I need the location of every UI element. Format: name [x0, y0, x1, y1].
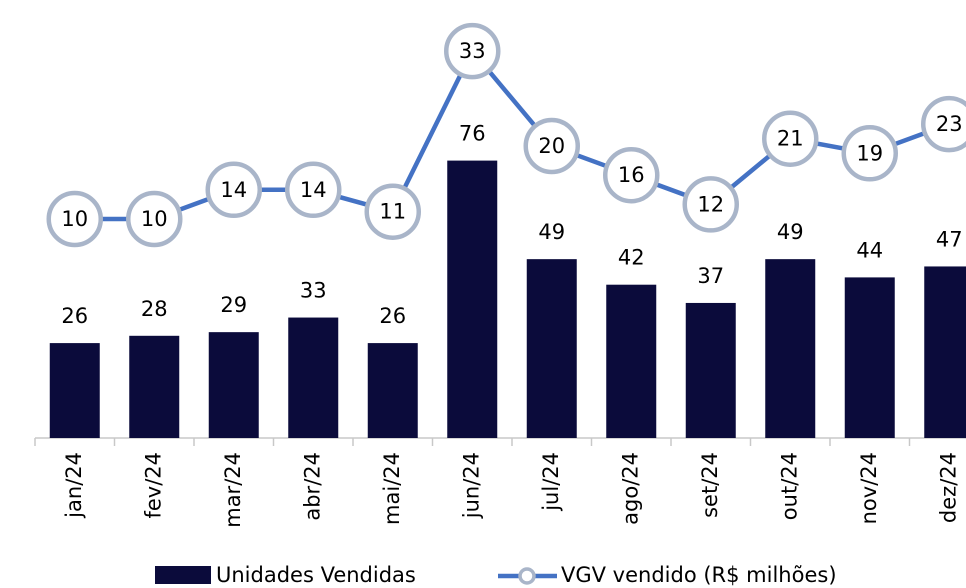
bar-value-label: 76: [459, 122, 486, 146]
bar: [367, 343, 418, 438]
bar: [685, 302, 736, 438]
bar-value-label: 26: [379, 304, 406, 328]
bar-value-label: 37: [697, 264, 724, 288]
bar-value-label: 47: [936, 227, 963, 251]
line-value-label: 20: [538, 134, 565, 158]
line-marker: [603, 146, 660, 204]
bar: [606, 284, 657, 438]
x-tick-label: fev/24: [141, 452, 165, 519]
line-marker: [285, 161, 342, 219]
line-marker: [762, 110, 819, 167]
line-marker: [46, 190, 103, 248]
line-value-label: 14: [300, 178, 327, 202]
bar: [208, 332, 259, 438]
line-marker: [921, 95, 966, 153]
x-tick-label: ago/24: [618, 452, 642, 525]
legend-label: VGV vendido (R$ milhões): [561, 563, 837, 587]
line-value-label: 11: [379, 200, 406, 224]
x-tick-label: mar/24: [221, 452, 245, 528]
bar-value-label: 28: [141, 297, 168, 321]
line-marker: [682, 176, 739, 233]
bar: [288, 317, 339, 438]
line-value-label: 16: [618, 163, 645, 187]
bar-value-label: 42: [618, 246, 645, 270]
legend-marker: [518, 567, 536, 585]
bar: [49, 343, 100, 438]
bar-value-label: 29: [220, 293, 247, 317]
line-value-label: 14: [220, 178, 247, 202]
line-value-label: 23: [936, 112, 963, 136]
bar: [924, 266, 966, 438]
bar-value-label: 49: [538, 220, 565, 244]
line-value-label: 10: [141, 207, 168, 231]
x-tick-label: abr/24: [300, 452, 324, 521]
bar: [447, 160, 498, 438]
bar-value-label: 44: [856, 238, 883, 262]
bar: [765, 259, 816, 438]
line-value-label: 33: [459, 39, 486, 63]
line-value-label: 10: [61, 207, 88, 231]
line-value-label: 19: [856, 141, 883, 165]
line-marker: [126, 190, 183, 248]
legend: Unidades Vendidas VGV vendido (R$ milhões…: [155, 563, 837, 587]
line-marker: [841, 125, 898, 182]
line-marker: [364, 183, 421, 240]
bar: [129, 335, 180, 438]
x-tick-label: dez/24: [936, 452, 960, 523]
legend-label: Unidades Vendidas: [216, 563, 416, 587]
legend-swatch: [155, 566, 211, 584]
line-marker: [523, 117, 580, 175]
bar-value-label: 26: [61, 304, 88, 328]
x-tick-label: jan/24: [62, 452, 86, 519]
bar: [526, 259, 577, 438]
line-marker: [205, 161, 262, 219]
x-tick-label: jul/24: [539, 452, 563, 512]
x-tick-label: jun/24: [459, 452, 483, 519]
line-value-label: 12: [697, 192, 724, 216]
line-marker: [444, 22, 501, 80]
x-tick-label: set/24: [698, 452, 722, 518]
x-tick-label: mai/24: [380, 452, 404, 525]
bar-value-label: 33: [300, 279, 327, 303]
bar: [844, 277, 895, 438]
x-tick-label: nov/24: [857, 452, 881, 524]
x-tick-label: out/24: [777, 452, 801, 520]
line-value-label: 21: [777, 127, 804, 151]
bar-value-label: 49: [777, 220, 804, 244]
